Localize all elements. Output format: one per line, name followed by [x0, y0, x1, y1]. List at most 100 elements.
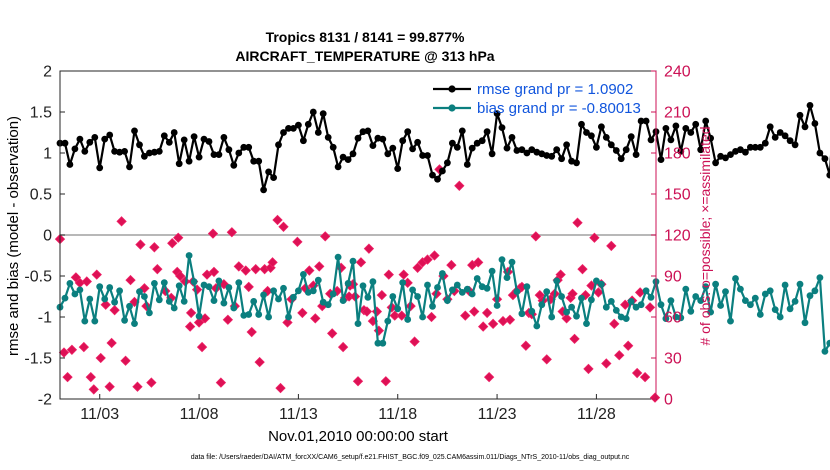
rmse-point: [225, 146, 233, 154]
bias-point: [101, 295, 109, 303]
obs-count-marker: [304, 265, 315, 276]
y-axis-right: 0 30 60 90 120 150 180 210 240: [651, 64, 691, 409]
obs-count-marker: [426, 311, 437, 323]
rmse-point: [712, 159, 719, 167]
rmse-point: [275, 141, 282, 149]
bias-point: [796, 280, 804, 288]
obs-count-marker: [310, 313, 321, 324]
bias-point: [533, 322, 541, 330]
bias-point: [667, 297, 675, 304]
bias-point: [682, 285, 690, 293]
bias-point: [66, 280, 74, 287]
bias-point: [275, 295, 282, 303]
rmse-point: [295, 121, 302, 129]
bias-point: [151, 280, 158, 287]
bias-point: [165, 298, 173, 305]
obs-count-marker: [91, 269, 102, 280]
obs-count-marker: [85, 371, 96, 383]
bias-point: [195, 312, 203, 320]
x-tick-label: 11/08: [180, 406, 219, 423]
bias-point: [727, 317, 734, 325]
rmse-point: [796, 111, 804, 119]
obs-count-marker: [146, 377, 157, 388]
bias-point: [568, 303, 575, 311]
y-tick-label-right: 30: [664, 351, 682, 368]
bias-point: [215, 277, 223, 285]
rmse-point: [553, 146, 561, 154]
obs-count-marker: [132, 381, 143, 392]
bias-point: [444, 297, 451, 304]
bias-point: [712, 280, 719, 288]
bias-point: [369, 278, 377, 286]
bias-point: [598, 280, 605, 288]
rmse-point: [111, 148, 118, 155]
rmse-point: [826, 171, 830, 179]
bias-point: [642, 287, 650, 295]
bias-point: [285, 313, 292, 321]
bias-point: [473, 275, 481, 282]
bias-point: [126, 302, 133, 310]
obs-count-marker: [577, 264, 588, 275]
obs-count-marker: [504, 314, 516, 325]
rmse-point: [180, 136, 188, 144]
obs-count-marker: [649, 392, 661, 403]
bias-point: [414, 293, 421, 300]
rmse-point: [607, 141, 615, 149]
rmse-point: [493, 110, 501, 117]
obs-count-marker: [139, 283, 150, 294]
rmse-point: [414, 138, 421, 146]
obs-count-marker: [275, 382, 286, 394]
obs-count-marker: [250, 264, 261, 275]
rmse-point: [672, 122, 680, 130]
bias-point: [563, 308, 570, 316]
bias-point: [394, 305, 402, 313]
chart-subtitle: AIRCRAFT_TEMPERATURE @ 313 hPa: [235, 48, 494, 64]
rmse-point: [91, 134, 99, 141]
bias-point: [160, 279, 168, 286]
bias-point: [379, 339, 387, 347]
obs-count-marker: [593, 287, 604, 298]
y-tick-label-right: 210: [664, 105, 691, 122]
rmse-point: [399, 137, 407, 145]
bias-point: [449, 286, 456, 294]
bias-point: [627, 298, 635, 305]
rmse-point: [220, 134, 228, 141]
bias-point: [439, 270, 446, 277]
y-tick-label-right: 60: [664, 310, 682, 327]
obs-count-marker: [361, 306, 373, 317]
bias-point: [290, 293, 297, 301]
obs-count-marker: [487, 318, 499, 329]
obs-count-marker: [371, 306, 383, 317]
obs-count-marker: [106, 337, 117, 349]
bias-point: [429, 302, 436, 310]
rmse-point: [771, 134, 779, 141]
obs-count-marker: [620, 299, 631, 310]
bias-point: [170, 304, 178, 312]
bias-point: [270, 287, 277, 295]
bias-point: [756, 311, 764, 318]
rmse-point: [627, 133, 635, 141]
bias-point: [607, 298, 615, 305]
rmse-point: [319, 110, 327, 117]
x-tick-label: 11/18: [378, 406, 417, 423]
rmse-point: [513, 147, 521, 154]
obs-count-marker: [386, 302, 397, 313]
bias-point: [230, 304, 238, 312]
obs-count-marker: [614, 350, 625, 361]
y-tick-label: 2: [43, 64, 52, 81]
bias-point: [508, 258, 516, 266]
obs-count-marker: [104, 381, 115, 392]
bias-point: [826, 339, 830, 347]
bias-point: [359, 282, 367, 290]
bias-point: [518, 310, 526, 318]
rmse-point: [463, 161, 471, 168]
bias-point: [255, 311, 263, 318]
obs-count-marker: [240, 265, 251, 276]
rmse-point: [602, 134, 610, 141]
rmse-point: [215, 151, 223, 159]
obs-count-marker: [376, 289, 388, 301]
bias-point: [300, 271, 307, 278]
obs-count-marker: [398, 269, 409, 280]
rmse-point: [821, 155, 829, 163]
bias-point: [354, 320, 362, 327]
